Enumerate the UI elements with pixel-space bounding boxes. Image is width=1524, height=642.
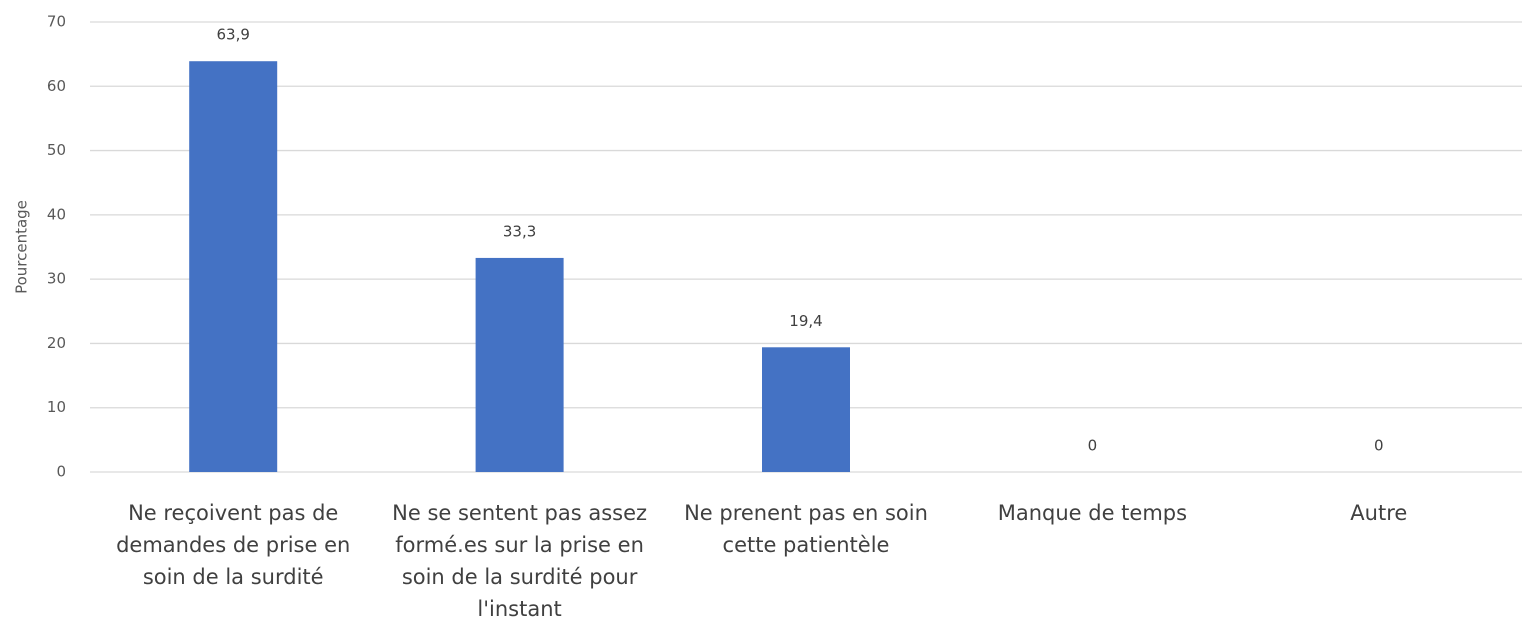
label-line: soin de la surdité — [143, 565, 324, 589]
y-tick-label: 60 — [47, 77, 66, 95]
bar — [189, 61, 278, 472]
data-label: 19,4 — [789, 312, 822, 330]
data-label: 0 — [1088, 437, 1098, 455]
x-tick-label: Ne se sentent pas assez formé.es sur la p… — [392, 501, 647, 621]
y-tick-label: 50 — [47, 141, 66, 159]
y-tick-label: 10 — [47, 398, 66, 416]
data-label: 63,9 — [216, 26, 249, 44]
y-tick-label: 40 — [47, 205, 66, 223]
x-tick-label: Manque de temps — [998, 501, 1187, 525]
x-tick-label: Autre — [1350, 501, 1407, 525]
bar — [762, 347, 850, 472]
label-line: demandes de prise en — [116, 533, 350, 557]
label-line: formé.es sur la prise en — [395, 533, 644, 557]
label-line: Ne reçoivent pas de — [128, 501, 338, 525]
y-tick-label: 30 — [47, 270, 66, 288]
x-tick-label: Ne reçoivent pas de demandes de prise en s… — [116, 501, 350, 589]
label-line: Autre — [1350, 501, 1407, 525]
label-line: Ne se sentent pas assez — [392, 501, 647, 525]
label-line: Manque de temps — [998, 501, 1187, 525]
y-tick-label: 70 — [47, 13, 66, 31]
data-label: 33,3 — [503, 222, 536, 240]
y-axis-label: Pourcentage — [13, 200, 31, 294]
label-line: soin de la surdité pour — [402, 565, 638, 589]
label-line: cette patientèle — [723, 533, 890, 557]
label-line: l'instant — [477, 597, 561, 621]
y-tick-label: 20 — [47, 334, 66, 352]
x-tick-label: Ne prenent pas en soin cette patientèle — [684, 501, 928, 557]
bar — [475, 257, 564, 472]
data-label: 0 — [1374, 437, 1384, 455]
label-line: Ne prenent pas en soin — [684, 501, 928, 525]
y-tick-label: 0 — [56, 463, 66, 481]
